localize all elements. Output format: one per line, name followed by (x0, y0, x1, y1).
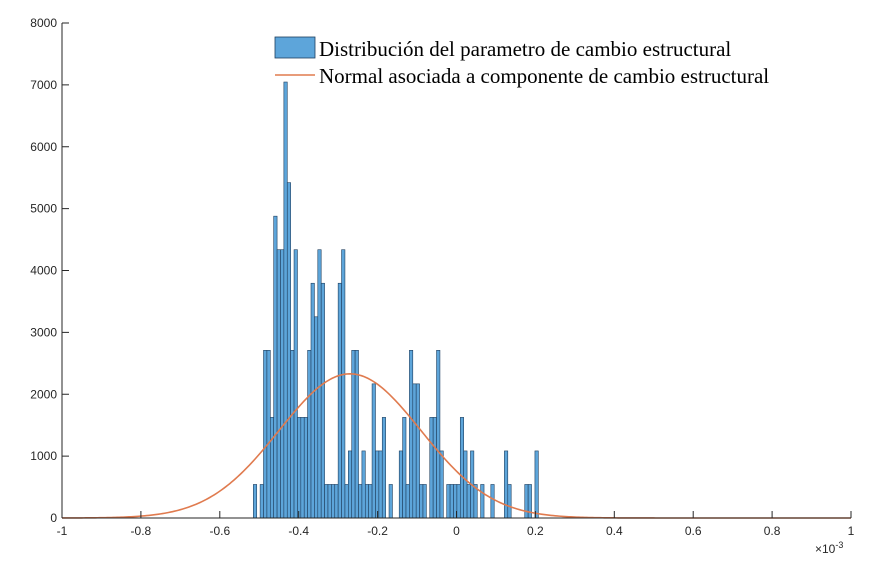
histogram-bar (480, 484, 485, 519)
y-tick-label: 0 (50, 511, 57, 525)
histogram-bar (280, 249, 285, 519)
histogram-bar (402, 417, 407, 519)
histogram-bar (439, 450, 444, 519)
histogram-bar (381, 417, 386, 519)
x-tick-label: 0.8 (764, 524, 781, 538)
histogram-bar (269, 417, 274, 519)
histogram-bar (283, 81, 288, 519)
histogram-bar (388, 484, 393, 519)
y-tick-label: 5000 (30, 202, 57, 216)
histogram-bar (348, 450, 353, 519)
y-tick-label: 8000 (30, 16, 57, 30)
legend-histogram-swatch (274, 36, 316, 59)
histogram-bar (273, 215, 278, 519)
histogram-bar (371, 383, 376, 519)
histogram-bar (405, 484, 410, 519)
histogram-bar (490, 484, 495, 519)
histogram-bar (320, 282, 325, 519)
histogram-bar (286, 182, 291, 519)
x-tick-label: -0.2 (367, 524, 388, 538)
histogram-bar (358, 484, 363, 519)
x-tick-label: 1 (848, 524, 855, 538)
histogram-bar (364, 484, 369, 519)
histogram-bar (422, 484, 427, 519)
x-tick-label: 0.2 (527, 524, 544, 538)
histogram-bar (446, 484, 451, 519)
y-tick-label: 1000 (30, 449, 57, 463)
histogram-bar (293, 249, 298, 519)
y-tick-label: 4000 (30, 264, 57, 278)
legend-histogram-label: Distribución del parametro de cambio est… (319, 37, 731, 61)
histogram-bar (276, 249, 281, 519)
x-tick-label: 0 (453, 524, 460, 538)
x-tick-label: -0.8 (131, 524, 152, 538)
histogram-bar (419, 484, 424, 519)
histogram-bar (378, 450, 383, 519)
histogram-bar (432, 417, 437, 519)
axes: -1 -0.8 -0.6 -0.4 -0.2 0 0.2 0.4 0.6 0.8 1 0 1000 200… (30, 16, 854, 538)
y-tick-label: 6000 (30, 140, 57, 154)
histogram-bar (463, 450, 468, 519)
histogram-bar (409, 350, 414, 519)
legend-normal-label: Normal asociada a componente de cambio e… (319, 64, 769, 88)
histogram-bar (259, 484, 264, 519)
histogram-bar (449, 484, 454, 519)
histogram-bar (504, 450, 509, 519)
y-tick-label: 3000 (30, 325, 57, 339)
histogram-bar (314, 316, 319, 519)
histogram-bar (331, 484, 336, 519)
histogram-bar (524, 484, 529, 519)
legend: Distribución del parametro de cambio est… (274, 36, 769, 88)
histogram-bar (436, 350, 441, 519)
histogram-bar (297, 417, 302, 519)
x-exponent-label: ×10-3 (815, 540, 843, 556)
histogram-bar (459, 417, 464, 519)
histogram-bar (351, 350, 356, 519)
x-tick-label: 0.6 (685, 524, 702, 538)
histogram-bar (398, 450, 403, 519)
histogram-bar (337, 282, 342, 519)
histogram-bar (263, 350, 268, 519)
histogram-bar (341, 249, 346, 519)
histogram-bar (317, 249, 322, 519)
histogram-bar (310, 282, 315, 519)
histogram-bar (290, 350, 295, 519)
y-tick-label: 2000 (30, 387, 57, 401)
histogram-bar (507, 484, 512, 519)
histogram-bar (303, 417, 308, 519)
histogram-bar (300, 417, 305, 519)
x-tick-label: -1 (57, 524, 68, 538)
x-tick-label: -0.4 (288, 524, 309, 538)
x-tick-label: -0.6 (209, 524, 230, 538)
histogram-bar (327, 484, 332, 519)
histogram-bar (466, 484, 471, 519)
histogram-bar (307, 350, 312, 519)
histogram-bar (361, 450, 366, 519)
histogram-bar (368, 484, 373, 519)
histogram-bar (266, 350, 271, 519)
y-tick-label: 7000 (30, 78, 57, 92)
histogram-bar (456, 484, 461, 519)
histogram-bar (324, 484, 329, 519)
histogram-bar (253, 484, 258, 519)
histogram-bar (344, 484, 349, 519)
x-tick-label: 0.4 (606, 524, 623, 538)
histogram-bar (375, 450, 380, 519)
histogram-bars (253, 81, 539, 519)
histogram-bar (334, 484, 339, 519)
histogram-bar (415, 383, 420, 519)
histogram-bar (412, 383, 417, 519)
histogram-bar (534, 450, 539, 519)
histogram-bar (429, 417, 434, 519)
